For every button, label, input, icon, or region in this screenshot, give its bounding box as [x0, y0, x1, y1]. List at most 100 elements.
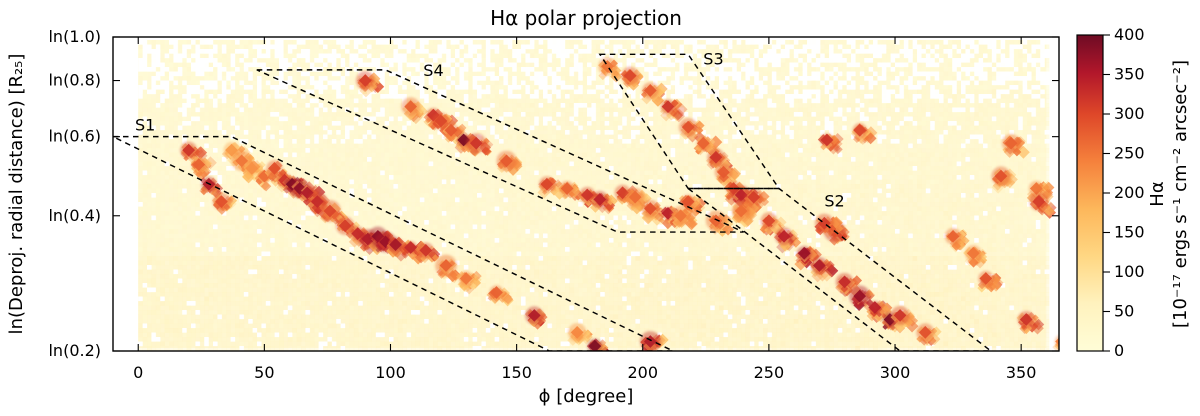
heatmap-cell: [279, 188, 284, 194]
heatmap-cell: [397, 233, 403, 239]
heatmap-cell: [353, 274, 359, 279]
heatmap-cell: [226, 103, 231, 108]
heatmap-cell: [353, 121, 359, 126]
heatmap-cell: [226, 89, 231, 95]
heatmap-cell: [243, 98, 249, 104]
heatmap-cell: [265, 58, 271, 63]
heatmap-cell: [239, 107, 245, 113]
heatmap-cell: [437, 206, 443, 212]
heatmap-cell: [155, 283, 161, 288]
heatmap-cell: [362, 44, 368, 50]
heatmap-cell: [406, 206, 412, 212]
heatmap-cell: [221, 71, 227, 77]
heatmap-cell: [213, 130, 218, 135]
heatmap-cell: [424, 188, 429, 194]
heatmap-cell: [155, 148, 161, 153]
heatmap-cell: [199, 49, 205, 54]
heatmap-cell: [318, 260, 324, 266]
heatmap-cell: [318, 125, 324, 131]
heatmap-cell: [389, 116, 394, 122]
heatmap-cell: [173, 256, 179, 261]
heatmap-cell: [195, 292, 201, 297]
heatmap-cell: [437, 139, 443, 144]
heatmap-cell: [147, 328, 152, 333]
heatmap-cell: [151, 80, 157, 86]
heatmap-cell: [138, 143, 143, 149]
heatmap-cell: [186, 206, 192, 212]
heatmap-cell: [191, 251, 196, 257]
heatmap-cell: [226, 287, 231, 293]
heatmap-cell: [142, 58, 148, 63]
heatmap-cell: [419, 265, 425, 270]
heatmap-cell: [340, 112, 346, 117]
heatmap-cell: [318, 134, 324, 140]
heatmap-cell: [331, 175, 337, 180]
heatmap-cell: [358, 305, 363, 311]
heatmap-cell: [252, 292, 258, 297]
heatmap-cell: [406, 134, 412, 140]
heatmap-cell: [323, 287, 328, 293]
heatmap-cell: [243, 107, 249, 113]
heatmap-cell: [375, 175, 381, 180]
heatmap-cell: [287, 170, 293, 176]
heatmap-cell: [402, 287, 407, 293]
heatmap-cell: [424, 166, 429, 171]
heatmap-cell: [305, 314, 311, 320]
heatmap-cell: [138, 206, 143, 212]
heatmap-cell: [221, 157, 227, 162]
heatmap-cell: [358, 112, 363, 117]
heatmap-cell: [155, 202, 161, 207]
heatmap-cell: [186, 211, 192, 216]
heatmap-cell: [230, 265, 236, 270]
heatmap-cell: [380, 112, 385, 117]
heatmap-cell: [191, 269, 196, 275]
heatmap-cell: [160, 197, 165, 203]
heatmap-cell: [437, 287, 443, 293]
heatmap-cell: [173, 193, 179, 198]
heatmap-cell: [230, 337, 236, 342]
heatmap-cell: [323, 53, 328, 59]
heatmap-cell: [411, 332, 416, 338]
heatmap-cell: [353, 175, 359, 180]
heatmap-cell: [305, 148, 311, 153]
heatmap-cell: [217, 62, 223, 68]
heatmap-cell: [437, 143, 443, 149]
heatmap-cell: [389, 256, 394, 261]
heatmap-cell: [314, 44, 319, 50]
heatmap-cell: [424, 44, 429, 50]
heatmap-cell: [353, 139, 359, 144]
heatmap-cell: [138, 265, 143, 270]
heatmap-cell: [349, 89, 355, 95]
heatmap-cell: [358, 296, 363, 302]
heatmap-cell: [261, 332, 267, 338]
heatmap-cell: [441, 229, 447, 234]
heatmap-cell: [221, 305, 227, 311]
heatmap-cell: [195, 197, 201, 203]
heatmap-cell: [323, 274, 328, 279]
heatmap-cell: [257, 323, 262, 329]
heatmap-cell: [164, 139, 170, 144]
heatmap-cell: [265, 89, 271, 95]
heatmap-cell: [340, 94, 346, 99]
heatmap-cell: [305, 130, 311, 135]
heatmap-cell: [177, 125, 183, 131]
heatmap-cell: [191, 107, 196, 113]
heatmap-cell: [375, 116, 381, 122]
heatmap-cell: [301, 251, 306, 257]
heatmap-cell: [279, 341, 284, 347]
heatmap-cell: [397, 296, 403, 302]
heatmap-cell: [345, 314, 350, 320]
heatmap-cell: [433, 215, 438, 221]
heatmap-cell: [446, 112, 451, 117]
heatmap-cell: [292, 305, 297, 311]
heatmap-cell: [186, 125, 192, 131]
heatmap-cell: [147, 301, 152, 306]
heatmap-cell: [380, 211, 385, 216]
heatmap-cell: [204, 260, 209, 266]
heatmap-cell: [428, 71, 434, 77]
heatmap-cell: [155, 94, 161, 99]
heatmap-cell: [195, 229, 201, 234]
heatmap-cell: [265, 310, 271, 315]
heatmap-cell: [305, 112, 311, 117]
heatmap-cell: [217, 89, 223, 95]
